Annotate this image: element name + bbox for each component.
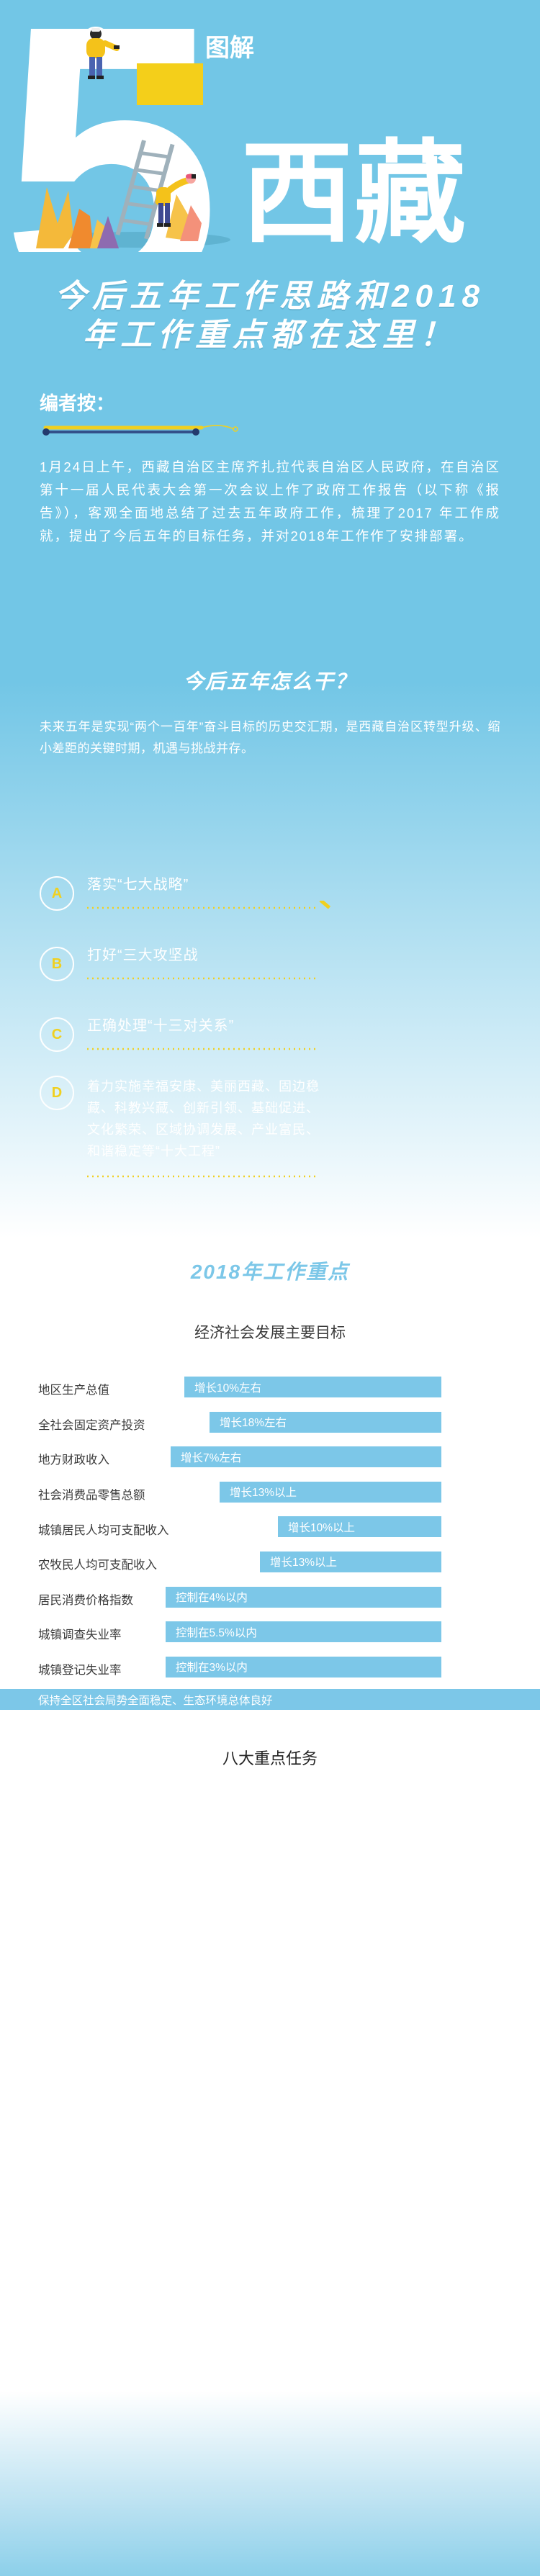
svg-text:图解: 图解 xyxy=(205,35,254,62)
svg-text:西藏: 西藏 xyxy=(241,131,467,252)
